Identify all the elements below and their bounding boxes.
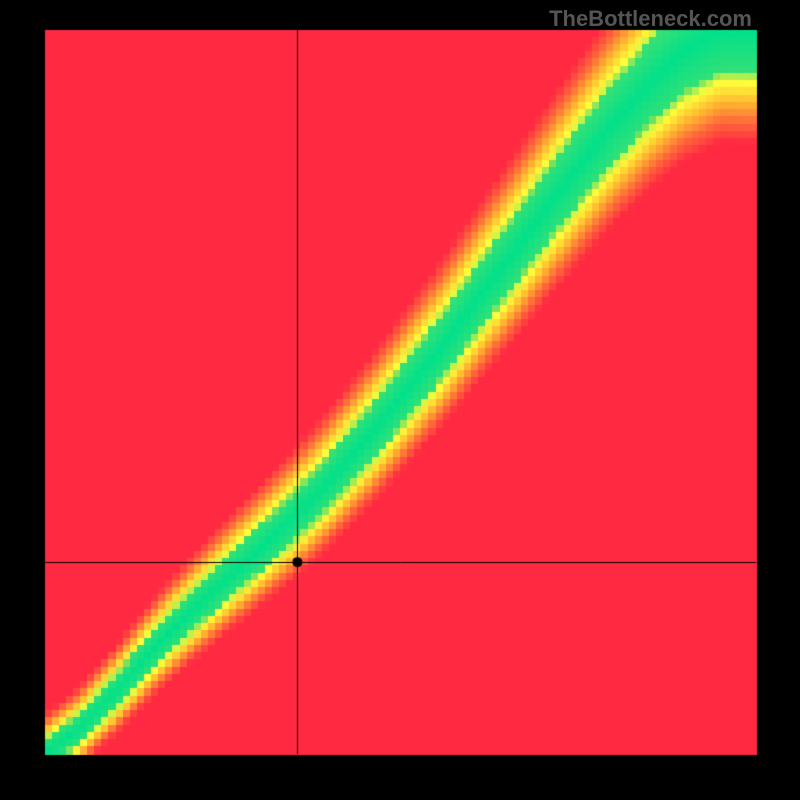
watermark-text: TheBottleneck.com [549, 6, 752, 32]
bottleneck-heatmap [0, 0, 800, 800]
